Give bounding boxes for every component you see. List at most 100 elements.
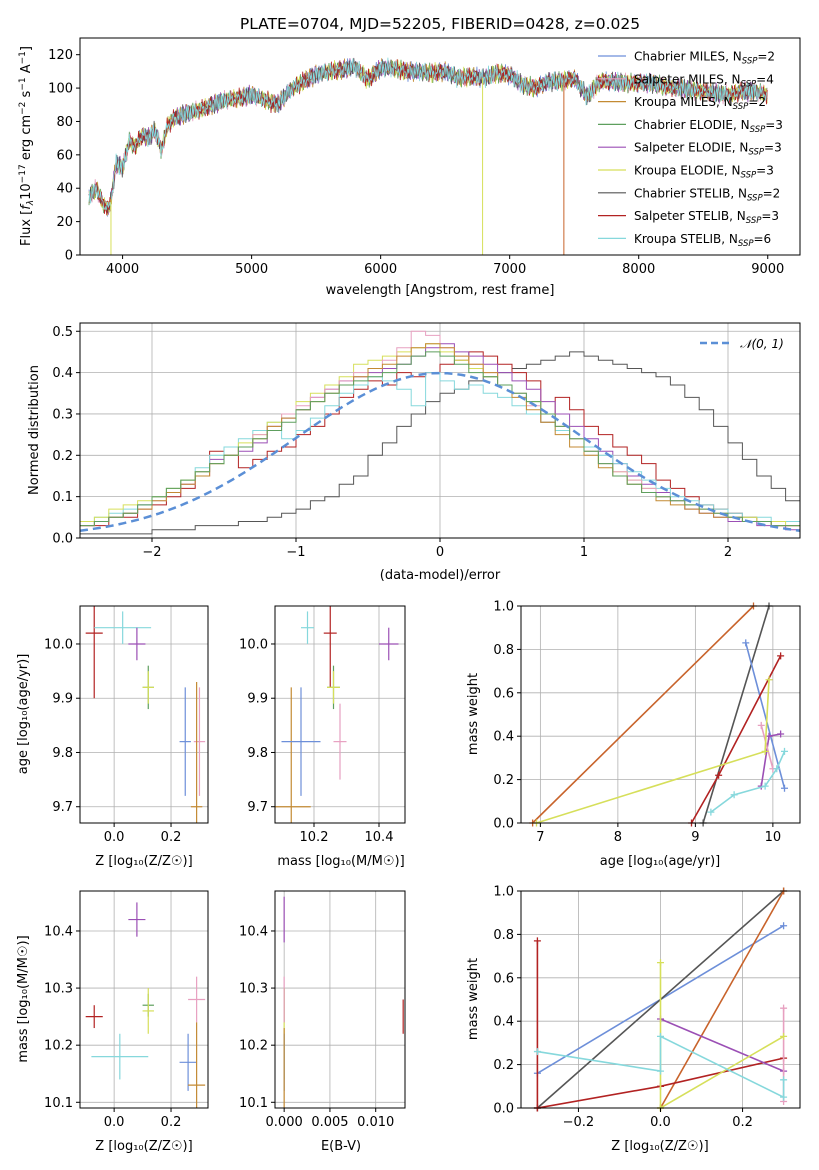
mass-age-panel: 10.2 10.4 9.7 9.8 9.9 10.0 mass [log₁₀(M/M☉)] xyxy=(239,605,406,869)
mass-age-frame xyxy=(274,605,406,824)
y-tick-label: 9.8 xyxy=(247,746,268,761)
y-tick-label: 0.2 xyxy=(52,449,73,464)
x-tick-label: 0.2 xyxy=(161,1115,182,1130)
age-weight-ylabel: mass weight xyxy=(466,673,481,755)
mass-age-xlabel: mass [log₁₀(M/M☉)] xyxy=(277,854,404,869)
x-tick-label: 2 xyxy=(724,545,732,560)
error-point xyxy=(179,1033,197,1091)
legend-entry: Kroupa ELODIE, NSSP=3 xyxy=(634,164,774,181)
legend-entry: Chabrier STELIB, NSSP=2 xyxy=(634,186,780,203)
error-point xyxy=(85,606,103,699)
y-tick-label: 0.8 xyxy=(493,928,514,943)
residuals-ylabel: Normed distribution xyxy=(27,365,42,495)
weight-marker xyxy=(533,937,541,945)
x-tick-label: −1 xyxy=(286,545,305,560)
y-tick-label: 9.9 xyxy=(247,692,268,707)
weight-marker xyxy=(742,639,750,647)
error-point xyxy=(379,627,399,661)
x-tick-label: 0.005 xyxy=(311,1115,348,1130)
age-weight-panel: 7 8 9 10 0.0 0.2 0.4 0.6 0.8 1.0 age [log₁₀(age/y… xyxy=(466,600,801,869)
spectrum-panel: PLATE=0704, MJD=52205, FIBERID=0428, z=0… xyxy=(18,15,801,298)
residual-histogram xyxy=(80,351,800,527)
weight-marker xyxy=(781,784,788,792)
z-weight-xlabel: Z [log₁₀(Z/Z☉)] xyxy=(611,1139,708,1154)
y-tick-label: 10.4 xyxy=(44,924,73,939)
error-point xyxy=(179,687,191,796)
error-point xyxy=(323,606,337,688)
error-point xyxy=(333,703,347,780)
x-tick-label: 0.0 xyxy=(104,830,125,845)
y-tick-label: 0.2 xyxy=(493,1058,514,1073)
error-point xyxy=(128,902,146,937)
z-weight-ylabel: mass weight xyxy=(466,958,481,1040)
x-tick-label: 0.2 xyxy=(161,830,182,845)
error-point xyxy=(85,1005,103,1029)
weight-marker xyxy=(781,747,788,755)
residual-histogram xyxy=(80,351,800,535)
error-point xyxy=(91,1033,149,1080)
spectrum-legend: Chabrier MILES, NSSP=2 Salpeter MILES, NS… xyxy=(598,50,783,249)
y-tick-label: 10.3 xyxy=(239,982,268,997)
y-tick-label: 0.2 xyxy=(493,773,514,788)
legend-entry: Salpeter STELIB, NSSP=3 xyxy=(634,209,779,226)
error-point xyxy=(142,671,154,704)
weight-marker xyxy=(657,1032,664,1040)
weight-marker xyxy=(757,721,765,729)
x-tick-label: 0.010 xyxy=(357,1115,394,1130)
weight-marker xyxy=(657,959,664,967)
legend-entry: Kroupa MILES, NSSP=2 xyxy=(634,95,766,112)
y-tick-label: 0.4 xyxy=(493,730,514,745)
weight-line xyxy=(659,890,785,1109)
z-mass-frame xyxy=(79,890,209,1109)
legend-entry: Salpeter MILES, NSSP=4 xyxy=(634,72,774,89)
y-tick-label: 10.3 xyxy=(44,982,73,997)
y-tick-label: 10.0 xyxy=(44,637,73,652)
legend-entry: Chabrier ELODIE, NSSP=3 xyxy=(634,118,783,135)
y-tick-label: 20 xyxy=(56,215,73,230)
spectrum-ylabel: Flux [fλ10−17 erg cm−2 s−1 A−1] xyxy=(18,46,36,246)
x-tick-label: 10.2 xyxy=(300,830,329,845)
weight-marker xyxy=(777,652,785,660)
x-tick-label: 9 xyxy=(691,830,699,845)
z-mass-panel: 0.0 0.2 10.1 10.2 10.3 10.4 Z [log₁₀(Z/Z☉)] m… xyxy=(16,890,209,1154)
weight-marker xyxy=(707,808,715,816)
y-tick-label: 10.0 xyxy=(239,637,268,652)
y-tick-label: 0.3 xyxy=(52,407,73,422)
y-tick-label: 80 xyxy=(56,115,73,130)
y-tick-label: 0.5 xyxy=(52,325,73,340)
y-tick-label: 100 xyxy=(48,82,73,97)
x-tick-label: 6000 xyxy=(364,262,397,277)
weight-line xyxy=(660,1018,784,1072)
y-tick-label: 9.8 xyxy=(52,746,73,761)
x-tick-label: 10 xyxy=(765,830,782,845)
residuals-panel: −2 −1 0 1 2 0.0 0.1 0.2 0.3 0.4 0.5 (data-model)/e… xyxy=(27,322,801,583)
weight-line xyxy=(702,605,770,824)
x-tick-label: 1 xyxy=(580,545,588,560)
x-tick-label: 9000 xyxy=(751,262,784,277)
x-tick-label: 8000 xyxy=(622,262,655,277)
residuals-legend: 𝒩(0, 1) xyxy=(700,337,784,351)
normal-legend-label: 𝒩(0, 1) xyxy=(740,337,784,351)
error-point xyxy=(301,611,314,644)
weight-marker xyxy=(761,782,769,790)
weight-marker xyxy=(715,771,723,779)
residuals-xlabel: (data-model)/error xyxy=(380,568,501,583)
y-tick-label: 9.7 xyxy=(247,800,268,815)
y-tick-label: 10.4 xyxy=(239,924,268,939)
y-tick-label: 9.7 xyxy=(52,800,73,815)
z-age-ylabel: age [log₁₀(age/yr)] xyxy=(16,654,31,775)
weight-marker xyxy=(780,1004,788,1012)
z-weight-panel: −0.2 0.0 0.2 0.0 0.2 0.4 0.6 0.8 1.0 Z [log₁₀(Z/… xyxy=(466,885,801,1154)
weight-marker xyxy=(730,791,738,799)
y-tick-label: 10.2 xyxy=(239,1039,268,1054)
error-point xyxy=(128,627,146,661)
x-tick-label: 0.2 xyxy=(732,1115,753,1130)
weight-marker xyxy=(780,922,788,930)
weight-marker xyxy=(533,1048,541,1056)
y-tick-label: 0.6 xyxy=(493,971,514,986)
legend-entry: Kroupa STELIB, NSSP=6 xyxy=(634,232,771,249)
spectrum-xlabel: wavelength [Angstrom, rest frame] xyxy=(326,283,555,298)
z-age-frame xyxy=(79,605,209,824)
y-tick-label: 10.1 xyxy=(44,1096,73,1111)
